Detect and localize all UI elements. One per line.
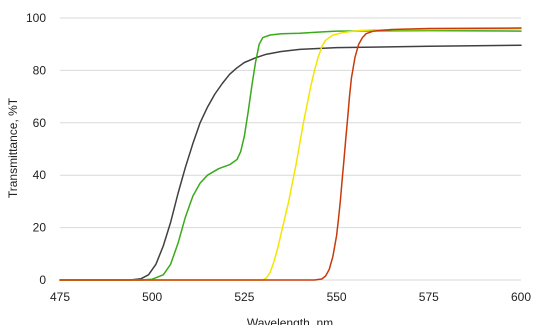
y-tick-label: 80 [33,63,47,77]
y-tick-label: 100 [26,11,46,25]
x-tick-label: 475 [50,290,70,304]
x-tick-label: 575 [419,290,439,304]
y-tick-label: 20 [33,221,47,235]
series-line-1 [60,45,521,280]
x-axis-label: Wavelength, nm [247,316,333,325]
series-line-4 [60,28,521,280]
series-line-2 [60,31,521,280]
ticks-layer: 0 20 40 60 80 100 475 500 525 550 575 600 [26,11,531,304]
series-line-3 [60,29,521,280]
y-tick-label: 40 [33,168,47,182]
x-tick-label: 525 [234,290,254,304]
y-tick-label: 60 [33,116,47,130]
x-tick-label: 500 [142,290,162,304]
x-tick-label: 600 [511,290,531,304]
grid-layer [60,18,521,280]
series-layer [60,28,521,280]
y-axis-label: Transmittance, %T [6,97,20,198]
y-tick-label: 0 [39,273,46,287]
x-tick-label: 550 [327,290,347,304]
